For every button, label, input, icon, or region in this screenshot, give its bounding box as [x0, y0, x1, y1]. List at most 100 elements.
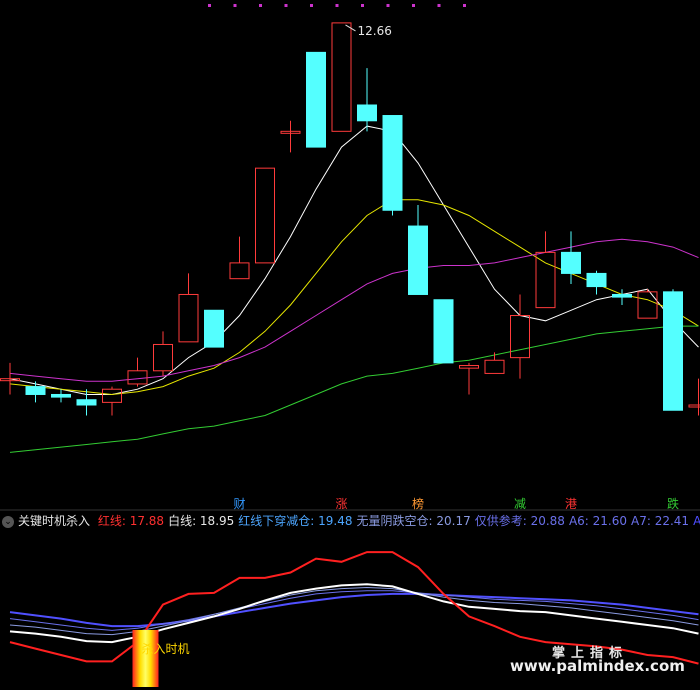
- candle: [688, 378, 700, 416]
- top-marker: [233, 4, 237, 7]
- candle-body: [459, 365, 479, 369]
- indicator-line-红线: [9, 551, 699, 665]
- candle: [280, 120, 301, 153]
- candle-body: [178, 293, 199, 343]
- candle: [663, 289, 683, 411]
- top-markers: [208, 4, 466, 7]
- legend-item: AA: 23: [693, 514, 700, 528]
- legend-item: 无量阴跌空仓: 20.17: [356, 514, 471, 528]
- max-price-label: 12.66: [358, 24, 392, 38]
- candle: [612, 289, 632, 305]
- candle: [408, 205, 428, 295]
- candle-body: [637, 291, 658, 319]
- candle: [535, 231, 556, 309]
- legend-item: 仅供参考: 20.88: [474, 514, 565, 528]
- top-marker: [463, 4, 466, 7]
- kill-signal-label: 杀入时机: [142, 641, 190, 656]
- candle-body: [382, 115, 403, 211]
- top-marker: [310, 4, 313, 7]
- candle-body: [280, 130, 301, 134]
- candle: [153, 331, 173, 377]
- candle: [0, 362, 20, 395]
- candle: [255, 167, 275, 264]
- ma-line-1: [9, 199, 699, 396]
- event-tag: 榜: [412, 497, 425, 511]
- candle-body: [561, 251, 581, 274]
- candle: [586, 270, 607, 295]
- event-tag: 港: [565, 497, 578, 511]
- candle: [127, 357, 148, 387]
- event-tag: 涨: [335, 497, 348, 511]
- top-marker: [386, 4, 390, 7]
- candle-body: [433, 299, 454, 364]
- moving-average-lines: [9, 125, 699, 453]
- ma-line-2: [9, 238, 699, 382]
- candle-body: [357, 104, 377, 122]
- indicator-line-AA: [9, 592, 699, 628]
- candle-body: [127, 370, 148, 385]
- kill-signal-bar: [132, 630, 159, 687]
- candle-body: [229, 262, 250, 280]
- candle: [561, 231, 581, 284]
- candle: [204, 309, 224, 348]
- candle: [484, 352, 505, 374]
- candle: [382, 115, 403, 216]
- candle-body: [484, 359, 505, 374]
- candle-body: [586, 272, 607, 288]
- legend-item: A7: 22.41: [631, 514, 690, 528]
- candle-body: [25, 386, 46, 395]
- ma-line-0: [9, 125, 699, 395]
- indicator-line-A6: [9, 586, 699, 636]
- candle-body: [153, 343, 173, 372]
- candle-body: [535, 251, 556, 309]
- event-tag: 财: [233, 497, 246, 511]
- candle-body: [0, 378, 20, 382]
- candle: [229, 236, 250, 280]
- candle: [51, 389, 71, 403]
- top-marker: [335, 4, 339, 7]
- indicator-lines: [9, 551, 699, 665]
- legend-item: A6: 21.60: [568, 514, 627, 528]
- legend-item: 白线: 18.95: [168, 514, 235, 528]
- top-marker: [284, 4, 288, 7]
- watermark-url: www.palmindex.com: [510, 657, 685, 675]
- candle-body: [102, 388, 122, 403]
- candle-body: [408, 225, 428, 295]
- event-tag: 减: [514, 497, 527, 511]
- ma-line-3: [9, 325, 699, 453]
- candle-body: [510, 315, 530, 359]
- candle-body: [204, 309, 224, 348]
- legend-item: 红线: 17.88: [97, 514, 165, 528]
- candle: [306, 51, 326, 148]
- candle-body: [76, 399, 97, 406]
- candle: [102, 386, 122, 416]
- candle: [637, 289, 658, 319]
- candle: [357, 68, 377, 132]
- indicator-line-A7: [9, 590, 699, 631]
- watermark-title: 掌上指标: [552, 646, 629, 661]
- candle: [25, 381, 46, 403]
- candle-body: [255, 167, 275, 264]
- candle: [76, 389, 97, 416]
- candle: [331, 22, 352, 132]
- candle: [459, 362, 479, 395]
- indicator-legend: ⌄ 关键时机杀入 红线: 17.88 白线: 18.95 红线下穿减仓: 19.48 无…: [0, 512, 700, 530]
- candle-body: [612, 293, 632, 298]
- candle-body: [688, 404, 700, 408]
- kill-signal: 杀入时机: [132, 630, 190, 687]
- candle: [433, 299, 454, 364]
- candlesticks: [0, 22, 700, 416]
- candle-body: [51, 393, 71, 398]
- top-marker: [412, 4, 415, 7]
- candle-body: [331, 22, 352, 132]
- candle-body: [663, 291, 683, 411]
- indicator-line-白线: [9, 583, 699, 644]
- candle-body: [306, 51, 326, 148]
- collapse-chevron-icon[interactable]: ⌄: [2, 515, 14, 528]
- max-price-arrow: [345, 24, 356, 32]
- top-marker: [437, 4, 441, 7]
- price-annotations: 12.66: [345, 24, 392, 38]
- top-marker: [361, 4, 364, 7]
- candle: [510, 294, 530, 379]
